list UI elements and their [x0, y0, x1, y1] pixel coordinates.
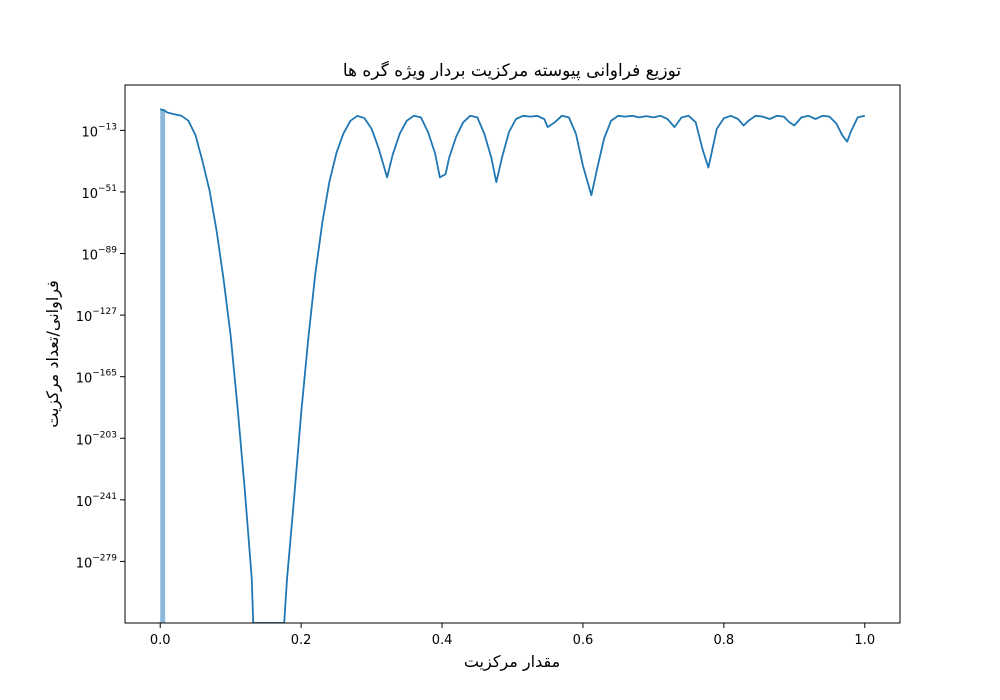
y-tick-label: 10−241	[76, 492, 117, 510]
x-axis-label: مقدار مرکزیت	[464, 652, 560, 672]
series-line-0	[160, 108, 865, 623]
plot-frame	[124, 84, 901, 624]
y-tick-label: 10−89	[81, 246, 117, 264]
chart-title: توزیع فراوانی پیوسته مرکزیت بردار ویژه گ…	[343, 60, 682, 81]
y-axis-ticks: 10−13 10−51 10−89 10−127 10−165 10−203 10−241 1…	[76, 122, 125, 571]
histogram-bar	[160, 109, 166, 623]
y-axis-label: فراوانی/تعداد مرکزیت	[43, 280, 63, 428]
x-tick-label: 0.0	[150, 633, 171, 648]
plot-area	[160, 108, 865, 623]
x-tick-label: 0.6	[573, 633, 594, 648]
x-tick-label: 0.8	[714, 633, 735, 648]
x-tick-label: 1.0	[854, 633, 875, 648]
y-tick-label: 10−127	[76, 307, 117, 325]
x-axis-ticks: 0.0 0.2 0.4 0.6 0.8 1.0	[150, 623, 875, 648]
y-tick-label: 10−203	[76, 430, 117, 448]
y-tick-label: 10−165	[76, 369, 117, 387]
y-tick-label: 10−279	[76, 553, 118, 571]
y-tick-label: 10−51	[81, 184, 117, 202]
x-tick-label: 0.4	[432, 633, 453, 648]
x-tick-label: 0.2	[291, 633, 312, 648]
y-tick-label: 10−13	[81, 122, 117, 140]
